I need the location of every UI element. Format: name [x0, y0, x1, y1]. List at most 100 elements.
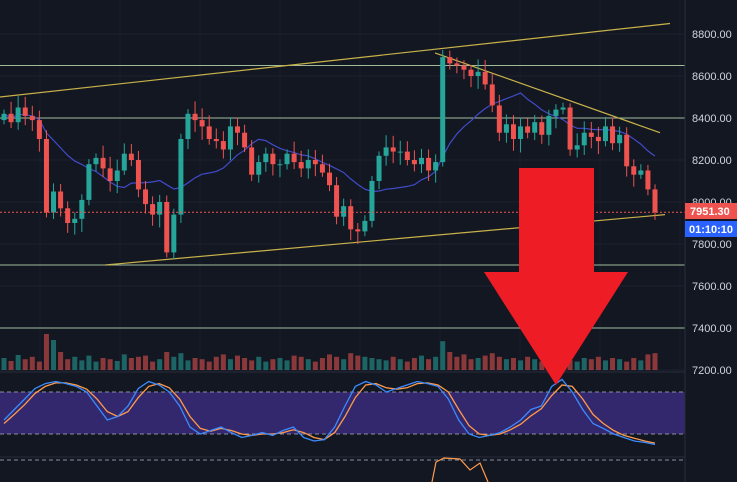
candle-body — [192, 113, 198, 121]
candle-body — [418, 157, 424, 165]
candle-body — [135, 160, 141, 190]
volume-bar — [107, 359, 113, 370]
volume-bar — [327, 354, 332, 370]
candle-body — [284, 153, 290, 165]
volume-bar — [298, 356, 304, 370]
candle-body — [397, 151, 403, 153]
candle-body — [475, 71, 481, 76]
down-arrow-icon — [484, 168, 628, 385]
candle-body — [128, 153, 134, 160]
volume-bar — [376, 359, 382, 370]
oscillator-d-line — [3, 382, 656, 444]
volume-bar — [270, 359, 276, 370]
candle-body — [242, 132, 248, 148]
price-axis[interactable]: 8800.008600.008400.008200.008000.007800.… — [684, 0, 737, 482]
volume-bar — [220, 354, 226, 370]
candle-body — [72, 218, 78, 223]
volume-bar — [284, 360, 290, 370]
volume-bar — [150, 361, 156, 370]
candle-body — [496, 105, 502, 133]
candle-body — [220, 141, 226, 150]
candle-body — [383, 147, 389, 156]
countdown-label: 01:10:10 — [689, 224, 733, 236]
volume-bar — [475, 358, 481, 370]
candle-body — [645, 170, 651, 190]
price-tick-label: 7200.00 — [692, 365, 732, 377]
candle-body — [277, 164, 283, 166]
volume-bar — [525, 356, 531, 370]
volume-bar — [249, 360, 255, 370]
candle-body — [560, 107, 566, 110]
volume-bar — [65, 359, 71, 370]
volume-bar — [447, 352, 453, 370]
candle-body — [178, 139, 184, 215]
volume-bar — [355, 355, 361, 370]
price-tick-label: 8800.00 — [692, 29, 732, 41]
volume-bar — [334, 356, 340, 370]
volume-bar — [72, 356, 78, 370]
volume-bar — [93, 361, 99, 370]
volume-bar — [185, 360, 191, 370]
volume-bar — [51, 340, 57, 370]
candle-body — [65, 208, 71, 223]
price-tick-label: 8200.00 — [692, 155, 732, 167]
candle-body — [249, 147, 255, 175]
candle-body — [532, 122, 538, 133]
candle-body — [503, 124, 509, 133]
volume-bar — [256, 356, 262, 370]
candle-body — [588, 132, 594, 137]
candle-body — [107, 168, 113, 181]
candle-body — [362, 220, 368, 232]
candle-body — [213, 139, 219, 142]
volume-bar — [128, 358, 134, 370]
oscillator-band — [0, 392, 685, 434]
volume-bar — [610, 358, 616, 370]
candle-body — [390, 147, 396, 152]
volume-bar — [426, 359, 432, 370]
volume-bar — [574, 361, 580, 370]
candle-body — [539, 122, 545, 135]
candle-body — [15, 107, 21, 123]
trendline-0[interactable] — [0, 22, 671, 98]
volume-bar — [86, 355, 92, 370]
volume-bar — [1, 358, 7, 370]
volume-bar — [36, 361, 42, 370]
candle-body — [602, 126, 608, 142]
volume-bar — [305, 359, 311, 370]
candle-body — [157, 202, 163, 215]
candle-body — [454, 63, 460, 66]
volume-bar — [206, 361, 212, 370]
candle-body — [638, 170, 644, 175]
candle-body — [369, 181, 375, 221]
candle-body — [58, 191, 64, 209]
candle-body — [227, 126, 233, 150]
volume-bar — [588, 359, 594, 370]
volume-bar — [602, 360, 608, 370]
trendline-2[interactable] — [434, 52, 661, 134]
candle-body — [525, 126, 531, 133]
candle-body — [489, 84, 495, 106]
down-arrow-annotation — [484, 168, 628, 385]
volume-bar — [440, 341, 446, 370]
volume-bar — [242, 358, 248, 370]
candle-body — [341, 206, 347, 217]
candle-body — [567, 107, 573, 150]
candle-body — [510, 124, 516, 139]
candle-body — [574, 145, 580, 150]
volume-bar — [624, 361, 630, 370]
volume-bars — [1, 334, 658, 370]
volume-bar — [532, 359, 538, 370]
price-tick-label: 7600.00 — [692, 281, 732, 293]
candle-body — [348, 206, 354, 230]
candle-body — [652, 189, 658, 213]
volume-bar — [227, 359, 233, 370]
candle-body — [291, 153, 297, 163]
volume-bar — [595, 356, 601, 370]
candle-body — [263, 153, 269, 163]
volume-bar — [213, 356, 219, 370]
candlesticks — [1, 49, 658, 260]
volume-bar — [489, 353, 495, 370]
volume-bar — [631, 358, 637, 370]
volume-bar — [121, 354, 127, 370]
